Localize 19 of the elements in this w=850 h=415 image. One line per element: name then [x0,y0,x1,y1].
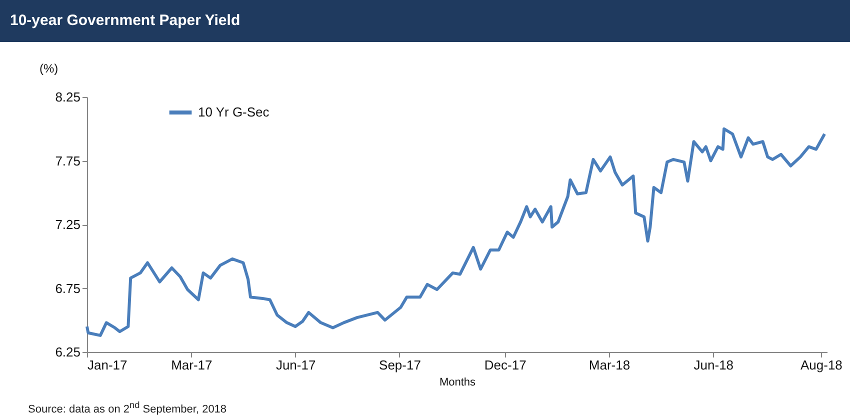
x-tick-label: Jun-17 [276,358,316,372]
line-series [86,127,826,337]
y-tick-label: 7.25 [55,217,80,232]
x-tick-label: Mar-17 [171,358,212,372]
y-tick-label: 7.75 [55,153,80,168]
y-tick-label: 6.75 [55,280,80,296]
chart-title: 10-year Government Paper Yield [0,0,850,42]
y-tick-label: 6.25 [55,344,80,360]
x-tick-label: Mar-18 [588,358,630,372]
y-tick-label: 8.25 [55,90,80,104]
x-axis-title: Months [439,376,476,388]
source-note: Source: data as on 2$^{nd}$ September, 2018 [28,400,227,415]
x-tick-label: Jan-17 [88,358,128,372]
x-tick-label: Dec-17 [484,358,526,372]
x-tick-label: Jun-18 [694,358,734,372]
y-axis-title: (%) [40,62,58,76]
x-tick-label: Aug-18 [800,358,842,372]
x-tick-label: Sep-17 [379,358,421,372]
legend-label: 10 Yr G-Sec [198,104,270,120]
